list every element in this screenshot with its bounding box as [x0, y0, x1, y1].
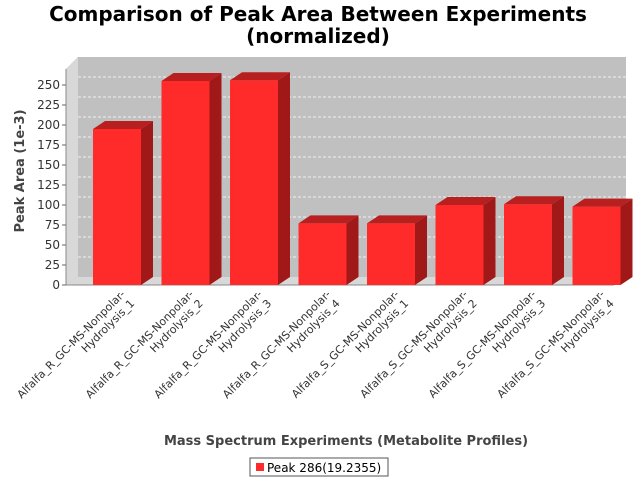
bar	[298, 215, 359, 285]
y-tick-label: 175	[37, 138, 60, 152]
bar-side	[552, 196, 564, 285]
bar-side	[278, 72, 290, 285]
legend: Peak 286(19.2355)	[249, 457, 389, 477]
bar-front	[435, 205, 484, 285]
bar-top	[93, 121, 153, 129]
x-axis-label: Mass Spectrum Experiments (Metabolite Pr…	[164, 434, 528, 449]
x-tick-label-line: Alfalfa_R_GC-MS-Nonpolar-	[15, 288, 128, 401]
bar-top	[572, 198, 633, 207]
y-tick-label: 75	[45, 218, 60, 232]
bars	[93, 72, 633, 285]
bar-top	[504, 196, 564, 205]
bar-top	[435, 197, 496, 205]
bar-side	[620, 198, 633, 285]
bar	[504, 196, 564, 285]
y-tick-label: 50	[45, 238, 60, 252]
bar-top	[230, 72, 290, 81]
bar-top	[367, 215, 427, 224]
bar	[572, 198, 633, 285]
bar-side	[415, 215, 427, 285]
bar-front	[230, 80, 278, 285]
legend-entry: Peak 286(19.2355)	[267, 461, 381, 475]
bar-side	[346, 215, 359, 285]
y-tick-label: 225	[37, 98, 60, 112]
bar-side	[483, 197, 496, 285]
y-tick-label: 0	[52, 278, 60, 292]
chart-title: Comparison of Peak Area Between Experime…	[49, 2, 587, 26]
y-tick-label: 150	[37, 158, 60, 172]
y-axis-ticks: 0 25 50 75 100 125 150 175 200 225 250	[37, 78, 66, 292]
y-axis-label: Peak Area (1e-3)	[13, 109, 28, 232]
y-tick-label: 250	[37, 78, 60, 92]
bar-side	[141, 121, 153, 285]
legend-box	[249, 457, 389, 477]
plot-left-wall	[66, 57, 78, 285]
x-tick-label-line: Alfalfa_R_GC-MS-Nonpolar-	[152, 288, 265, 401]
bar-top	[298, 215, 359, 224]
bar-front	[298, 223, 347, 285]
y-tick-label: 125	[37, 178, 60, 192]
bar	[230, 72, 290, 285]
x-tick-label-line: Alfalfa_R_GC-MS-Nonpolar-	[220, 288, 333, 401]
x-tick-label-line: Alfalfa_R_GC-MS-Nonpolar-	[83, 288, 196, 401]
bar-front	[161, 81, 210, 285]
bar	[93, 121, 153, 285]
bar	[367, 215, 427, 285]
y-tick-label: 100	[37, 198, 60, 212]
bar-front	[572, 206, 621, 285]
bar	[435, 197, 496, 285]
bar-front	[367, 223, 415, 285]
bar	[161, 73, 222, 285]
y-tick-label: 200	[37, 118, 60, 132]
x-tick-label: Alfalfa_R_GC-MS-Nonpolar-Hydrolysis_1	[15, 288, 138, 411]
bar-side	[209, 73, 222, 285]
x-axis-tick-labels: Alfalfa_R_GC-MS-Nonpolar-Hydrolysis_1Alf…	[15, 288, 617, 411]
y-tick-label: 25	[45, 258, 60, 272]
chart-title-line2: (normalized)	[246, 24, 390, 48]
legend-swatch	[256, 463, 264, 471]
bar-front	[504, 204, 552, 285]
bar-front	[93, 129, 141, 285]
bar-top	[161, 73, 222, 81]
